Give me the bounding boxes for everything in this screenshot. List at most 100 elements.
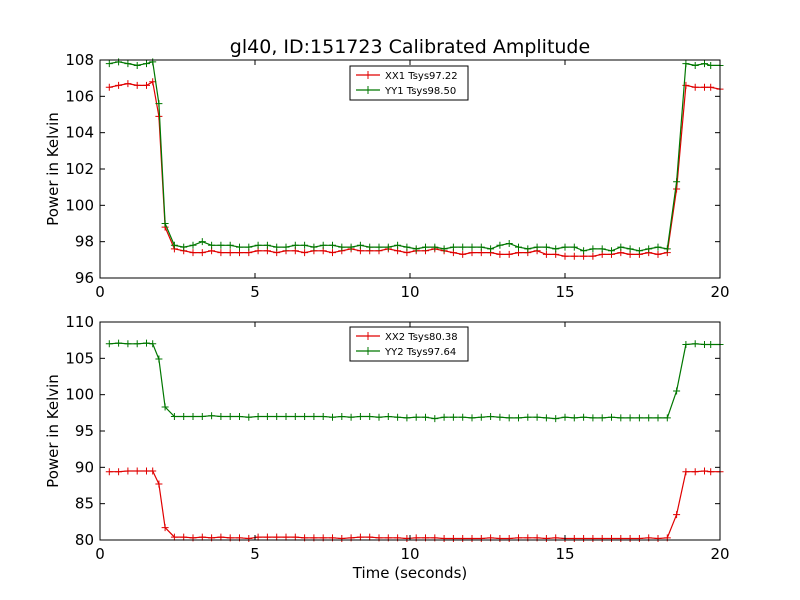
data-point <box>431 415 439 423</box>
data-point <box>663 414 671 422</box>
data-point <box>198 238 206 246</box>
data-point <box>459 535 467 543</box>
data-point <box>580 535 588 543</box>
data-point <box>468 243 476 251</box>
data-point <box>189 241 197 249</box>
data-point <box>654 535 662 543</box>
legend-box <box>349 326 469 362</box>
data-point <box>496 535 504 543</box>
legend: XX1 Tsys97.22 YY1 Tsys98.50 <box>349 65 469 101</box>
data-point <box>608 535 615 543</box>
data-point <box>161 220 169 227</box>
data-point <box>198 533 206 541</box>
data-point <box>505 414 513 422</box>
data-point <box>236 412 243 420</box>
data-point <box>617 243 625 251</box>
data-point <box>635 535 643 543</box>
data-point <box>487 245 495 253</box>
data-point <box>654 243 662 251</box>
data-point <box>617 414 625 422</box>
data-point <box>180 533 188 541</box>
data-point <box>533 413 541 421</box>
series-line-1 <box>109 80 721 257</box>
data-point <box>124 60 132 68</box>
data-point <box>608 413 615 421</box>
data-point <box>552 415 560 423</box>
data-point <box>226 249 234 257</box>
data-point <box>198 412 206 420</box>
data-point <box>254 412 262 420</box>
data-point <box>124 340 132 348</box>
data-point <box>673 178 681 186</box>
data-point <box>394 241 402 249</box>
data-point <box>496 241 504 249</box>
data-point <box>149 78 157 86</box>
y-tick-label: 80 <box>75 531 94 549</box>
data-point <box>217 249 225 257</box>
data-point <box>422 413 429 421</box>
x-tick-label: 0 <box>95 545 105 563</box>
data-point <box>115 468 123 476</box>
data-point <box>570 243 578 251</box>
data-point <box>273 412 281 420</box>
data-point <box>552 245 560 253</box>
x-tick-label: 20 <box>710 545 729 563</box>
data-point <box>319 241 327 249</box>
chart-top: 0 5 10 15 20 96 98 100 102 104 106 108 Power in Kelv… <box>44 51 730 301</box>
data-point <box>589 535 597 543</box>
data-point <box>589 414 597 422</box>
data-point <box>356 241 364 249</box>
data-point <box>524 245 532 253</box>
data-point <box>449 413 457 421</box>
data-point <box>338 243 346 251</box>
data-point <box>412 413 420 421</box>
data-point <box>449 243 457 251</box>
data-point <box>626 245 634 253</box>
data-point <box>133 61 141 69</box>
data-point <box>673 185 681 193</box>
data-point <box>208 412 216 420</box>
legend-label: XX1 Tsys97.22 <box>385 71 458 82</box>
data-point <box>170 533 178 541</box>
data-point <box>263 533 271 541</box>
data-point <box>226 412 234 420</box>
data-point <box>422 243 429 251</box>
figure-title: gl40, ID:151723 Calibrated Amplitude <box>230 36 590 58</box>
data-point <box>105 468 113 476</box>
data-point <box>682 468 690 476</box>
data-point <box>635 247 643 255</box>
data-point <box>701 60 708 68</box>
data-point <box>263 241 271 249</box>
data-point <box>245 243 253 251</box>
data-point <box>198 249 206 257</box>
data-point <box>189 412 197 420</box>
data-point <box>505 250 513 258</box>
data-point <box>133 81 141 89</box>
y-tick-label: 95 <box>75 422 94 440</box>
data-point <box>626 535 634 543</box>
data-point <box>133 467 141 475</box>
x-tick-label: 10 <box>400 545 419 563</box>
x-tick-label: 15 <box>555 283 574 301</box>
data-point <box>301 412 309 420</box>
data-point <box>598 245 606 253</box>
data-point <box>143 339 150 347</box>
series-line-2 <box>109 61 720 252</box>
data-point <box>170 412 178 420</box>
data-point <box>149 58 157 66</box>
data-point <box>431 243 439 251</box>
data-point <box>561 243 569 251</box>
legend-label: XX2 Tsys80.38 <box>385 332 458 343</box>
data-point <box>459 250 467 258</box>
data-point <box>356 412 364 420</box>
y-tick-label: 104 <box>65 124 94 142</box>
data-point <box>149 467 157 475</box>
data-point <box>375 243 383 251</box>
data-point <box>161 403 169 411</box>
data-point <box>589 252 597 260</box>
data-point <box>515 243 522 251</box>
x-axis-label: Time (seconds) <box>352 564 468 582</box>
data-point <box>375 413 383 421</box>
data-point <box>329 249 336 257</box>
y-tick-label: 85 <box>75 495 94 513</box>
